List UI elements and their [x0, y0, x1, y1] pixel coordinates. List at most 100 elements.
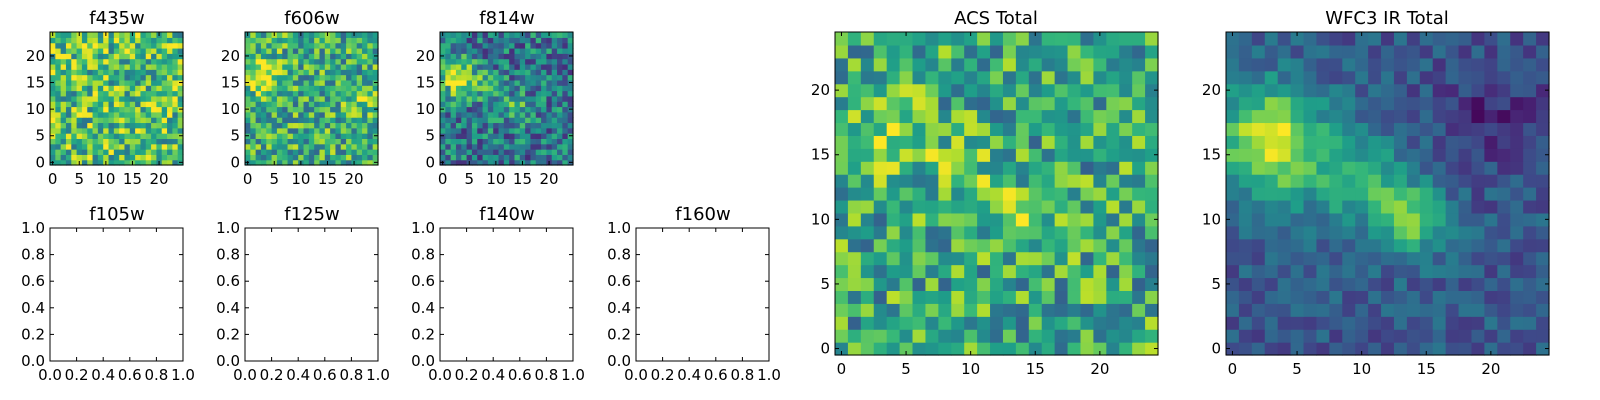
heatmap-cell	[161, 32, 168, 38]
heatmap-cell	[108, 143, 115, 150]
heatmap-cell	[161, 69, 168, 76]
heatmap-cell	[471, 127, 478, 134]
heatmap-cell	[519, 133, 526, 139]
heatmap-cell	[245, 101, 251, 108]
heatmap-cell	[1067, 57, 1082, 72]
heatmap-cell	[71, 154, 78, 161]
heatmap-cell	[551, 69, 558, 76]
heatmap-cell	[1106, 57, 1120, 72]
heatmap-cell	[330, 53, 337, 60]
heatmap-cell	[461, 122, 468, 129]
heatmap-cell	[1002, 32, 1017, 46]
heatmap-cell	[530, 127, 537, 134]
heatmap-cell	[1458, 225, 1473, 240]
heatmap-cell	[255, 133, 262, 139]
heatmap-cell	[298, 138, 305, 145]
heatmap-cell	[167, 58, 173, 65]
heatmap-cell	[340, 95, 347, 102]
heatmap-cell	[50, 63, 56, 70]
heatmap-cell	[103, 90, 110, 97]
heatmap-cell	[145, 47, 152, 54]
heatmap-cell	[60, 117, 67, 124]
heatmap-cell	[1067, 251, 1082, 266]
heatmap-cell	[445, 143, 452, 150]
heatmap-cell	[60, 37, 67, 44]
heatmap-cell	[271, 117, 278, 124]
heatmap-cell	[1445, 148, 1460, 162]
heatmap-cell	[287, 37, 294, 44]
heatmap-cell	[303, 63, 310, 70]
heatmap-cell	[1041, 109, 1056, 124]
heatmap-cell	[1067, 109, 1082, 124]
heatmap-cell	[346, 149, 352, 155]
heatmap-cell	[886, 342, 901, 356]
heatmap-cell	[303, 138, 310, 145]
heatmap-cell	[1132, 238, 1146, 253]
heatmap-cell	[951, 32, 965, 46]
heatmap-cell	[335, 58, 342, 65]
heatmap-cell	[260, 42, 267, 49]
heatmap-cell	[535, 47, 542, 54]
heatmap-cell	[1342, 225, 1356, 240]
heatmap-cell	[1226, 57, 1240, 72]
heatmap-cell	[1523, 70, 1537, 85]
heatmap-cell	[1093, 148, 1107, 162]
heatmap-cell	[461, 159, 468, 166]
heatmap-cell	[455, 47, 462, 54]
heatmap-cell	[319, 111, 326, 118]
heatmap-cell	[145, 58, 152, 65]
heatmap-cell	[172, 53, 179, 60]
heatmap-cell	[557, 122, 563, 129]
heatmap-cell	[260, 101, 267, 108]
heatmap-cell	[156, 101, 163, 108]
heatmap-cell	[1523, 342, 1537, 356]
heatmap-cell	[951, 96, 965, 111]
heatmap-cell	[151, 79, 157, 86]
heatmap-cell	[1067, 225, 1082, 240]
heatmap-cell	[977, 109, 991, 124]
heatmap-cell	[951, 238, 965, 253]
heatmap-cell	[319, 159, 326, 166]
heatmap-cell	[124, 133, 131, 139]
heatmap-cell	[487, 154, 494, 161]
heatmap-cell	[873, 161, 888, 175]
heatmap-cell	[103, 143, 110, 150]
heatmap-cell	[87, 117, 94, 124]
heatmap-cell	[71, 63, 78, 70]
heatmap-cell	[1303, 174, 1318, 188]
heatmap-cell	[1119, 174, 1133, 188]
heatmap-cell	[1015, 238, 1030, 253]
heatmap-cell	[255, 127, 262, 134]
heatmap-cell	[346, 117, 352, 124]
heatmap-cell	[530, 79, 537, 86]
heatmap-cell	[1329, 57, 1343, 72]
heatmap-cell	[466, 79, 473, 86]
heatmap-cell	[873, 225, 888, 240]
heatmap-cell	[525, 74, 532, 81]
heatmap-cell	[1277, 122, 1292, 136]
heatmap-cell	[1028, 329, 1043, 343]
heatmap-cell	[1277, 264, 1292, 279]
heatmap-cell	[55, 117, 62, 124]
heatmap-cell	[255, 106, 262, 113]
heatmap-cell	[346, 159, 352, 166]
heatmap-cell	[1342, 32, 1356, 46]
heatmap-cell	[292, 122, 299, 129]
heatmap-cell	[493, 85, 500, 92]
heatmap-cell	[886, 83, 901, 98]
heatmap-cell	[308, 122, 315, 129]
heatmap-cell	[847, 109, 862, 124]
heatmap-cell	[964, 174, 978, 188]
heatmap-cell	[938, 135, 952, 149]
heatmap-cell	[255, 58, 262, 65]
heatmap-cell	[1119, 303, 1133, 317]
heatmap-cell	[335, 47, 342, 54]
heatmap-cell	[487, 42, 494, 49]
heatmap-cell	[498, 53, 505, 60]
heatmap-cell	[351, 63, 358, 70]
heatmap-cell	[1329, 135, 1343, 149]
heatmap-cell	[255, 149, 262, 155]
heatmap-cell	[340, 154, 347, 161]
heatmap-cell	[1106, 277, 1120, 291]
heatmap-cell	[1393, 303, 1408, 317]
